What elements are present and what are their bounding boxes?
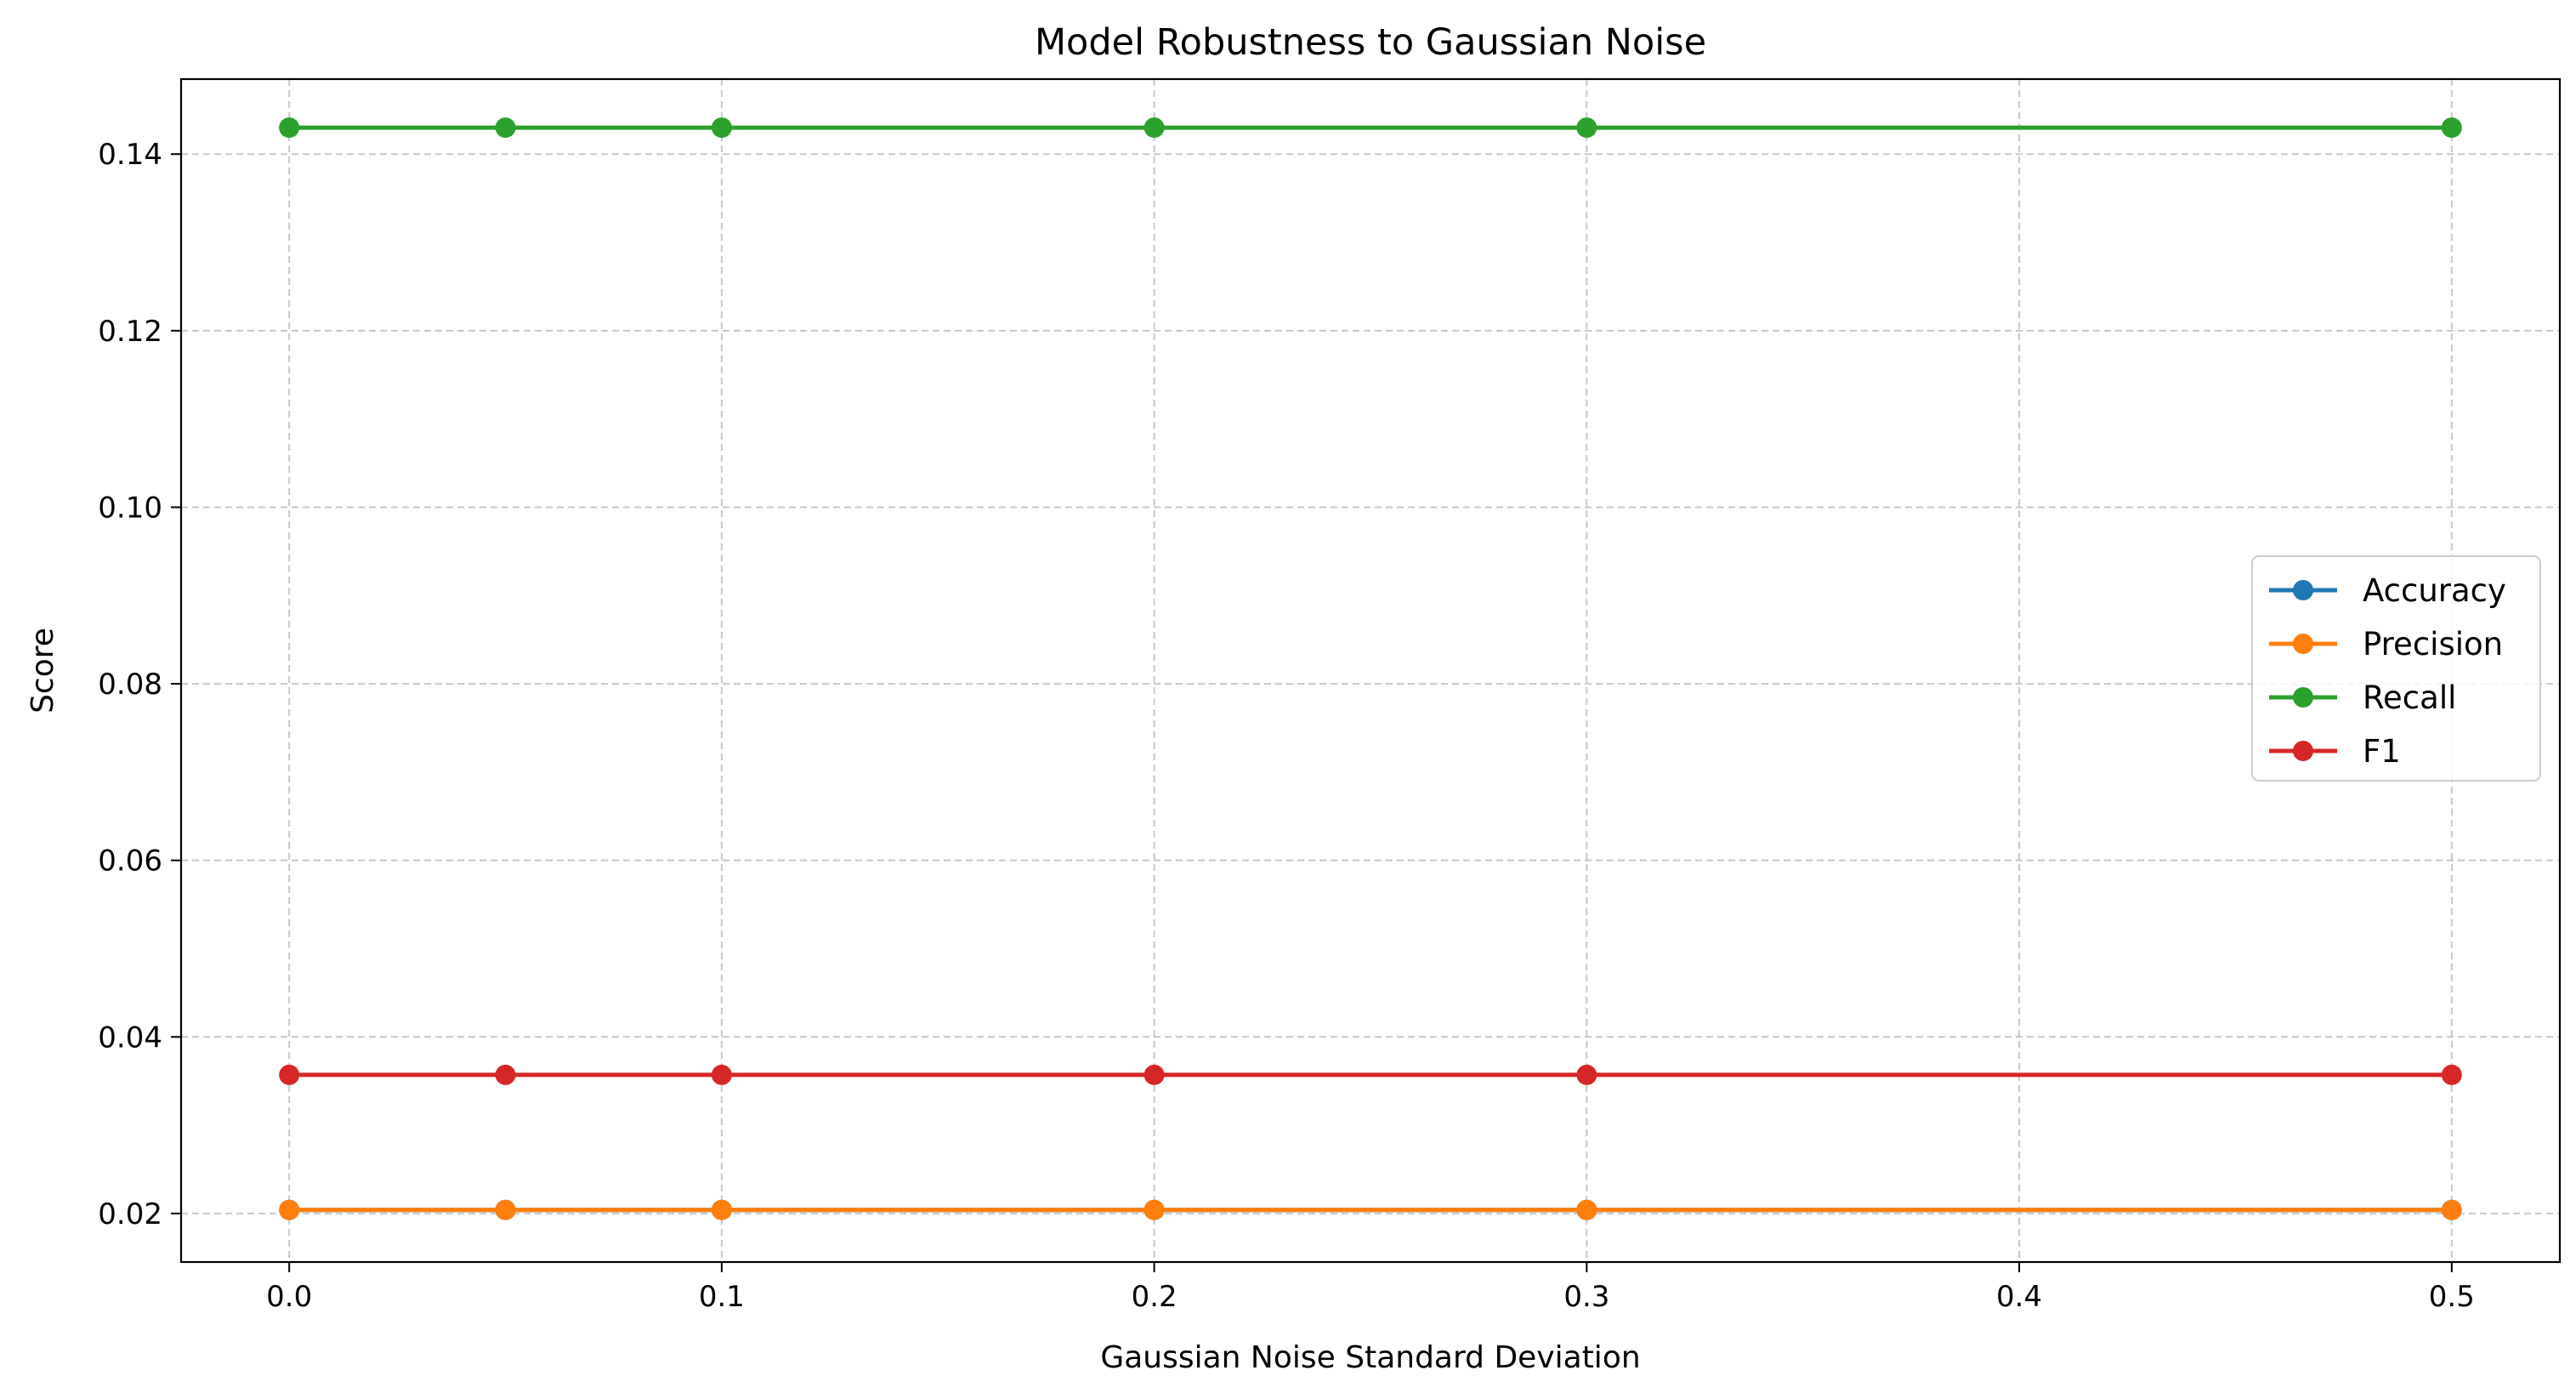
legend-label: Precision [2363,626,2503,662]
legend-swatch-marker [2293,741,2313,761]
legend-label: F1 [2363,733,2401,770]
series-f1 [279,1064,2462,1085]
axis-ticks: 0.0 0.1 0.2 0.3 0.4 0.5 0.02 0.04 0.06 0.08 0.10 0.… [98,138,2475,1314]
x-tick-label: 0.2 [1132,1280,1177,1314]
y-tick-label: 0.08 [98,668,162,702]
data-point-recall [1143,117,1165,139]
series-recall [279,117,2462,139]
x-tick-label: 0.0 [266,1280,312,1314]
data-point-recall [711,117,732,139]
x-tick-label: 0.5 [2429,1280,2475,1314]
data-point-recall [495,117,516,139]
data-point-precision [279,1199,300,1220]
data-point-f1 [711,1064,732,1085]
data-point-recall [279,117,300,139]
y-tick-label: 0.04 [98,1021,162,1055]
legend-item-f1: F1 [2269,733,2401,770]
data-point-recall [1576,117,1597,139]
legend-swatch-marker [2293,634,2313,654]
data-point-precision [495,1199,516,1220]
legend-box [2251,555,2541,782]
legend-swatch-marker [2293,580,2313,600]
legend-swatch-marker [2293,687,2313,708]
legend-label: Accuracy [2363,572,2506,609]
y-tick-label: 0.06 [98,844,162,878]
data-point-f1 [1576,1064,1597,1085]
x-axis-title: Gaussian Noise Standard Deviation [1100,1340,1640,1375]
y-tick-label: 0.10 [98,491,162,525]
x-tick-label: 0.4 [1996,1280,2042,1314]
data-point-f1 [2441,1064,2462,1085]
y-tick-label: 0.12 [98,315,162,349]
chart-title: Model Robustness to Gaussian Noise [1035,21,1706,64]
y-tick-label: 0.14 [98,138,162,172]
legend: Accuracy Precision Recall F1 [2251,555,2541,782]
data-point-precision [711,1199,732,1220]
series-layer [279,117,2462,1220]
legend-item-recall: Recall [2269,679,2456,716]
plot-area-frame [179,77,2562,1264]
x-tick-label: 0.3 [1563,1280,1609,1314]
series-precision [279,1199,2462,1220]
data-point-f1 [279,1064,300,1085]
legend-label: Recall [2363,679,2456,716]
data-point-precision [2441,1199,2462,1220]
y-tick-label: 0.02 [98,1197,162,1231]
data-point-precision [1143,1199,1165,1220]
data-point-precision [1576,1199,1597,1220]
data-point-f1 [495,1064,516,1085]
data-point-recall [2441,117,2462,139]
legend-item-accuracy: Accuracy [2269,572,2506,609]
legend-item-precision: Precision [2269,626,2503,662]
data-point-f1 [1143,1064,1165,1085]
x-tick-label: 0.1 [699,1280,745,1314]
y-axis-title: Score [26,628,60,714]
